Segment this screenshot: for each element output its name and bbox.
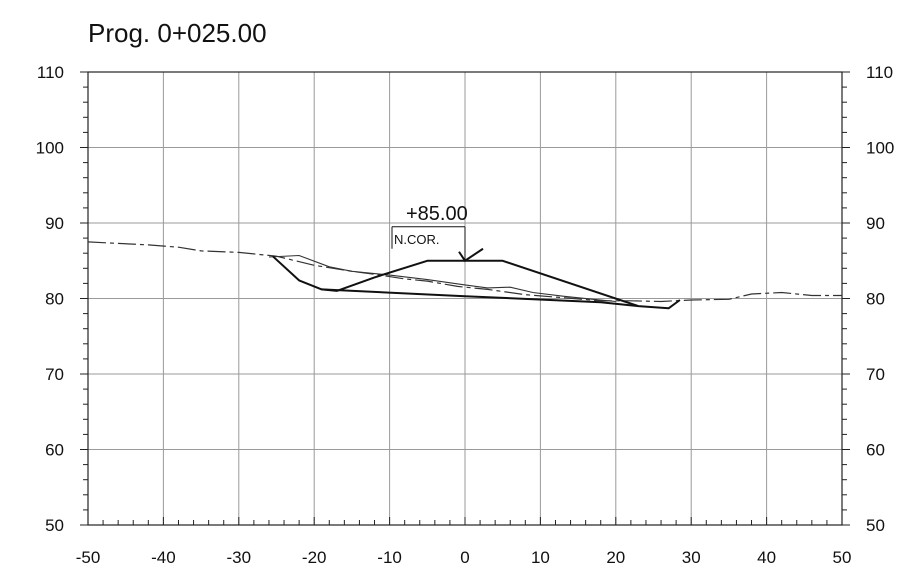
profile-line-thick <box>321 288 639 308</box>
n-cor-label: N.COR. <box>394 232 440 247</box>
y-tick-labels-right: 50 60 70 80 90 100 110 <box>866 63 894 535</box>
x-tick-label: 0 <box>460 548 469 567</box>
x-tick-label: -50 <box>76 548 101 567</box>
grid <box>87 71 843 526</box>
y-tick-label: 80 <box>45 290 64 309</box>
y-tick-labels-left: 50 60 70 80 90 100 110 <box>36 63 64 535</box>
x-tick-labels: -50 -40 -30 -20 -10 0 10 20 30 40 50 <box>76 548 852 567</box>
y-tick-label: 110 <box>37 63 64 82</box>
y-tick-label-right: 100 <box>866 139 894 158</box>
y-tick-label-right: 80 <box>866 290 885 309</box>
y-tick-label: 100 <box>36 139 64 158</box>
profile-line-dashed <box>87 241 842 303</box>
level-annotation: +85.00 N.COR. <box>391 203 484 263</box>
profile-lines <box>87 241 842 310</box>
y-tick-label: 90 <box>45 214 64 233</box>
x-tick-label: 10 <box>531 548 550 567</box>
x-tick-label: 30 <box>682 548 701 567</box>
y-tick-label-right: 90 <box>866 214 885 233</box>
y-tick-label: 70 <box>45 365 64 384</box>
x-tick-label: 50 <box>833 548 852 567</box>
x-tick-label: -20 <box>302 548 327 567</box>
x-tick-label: 20 <box>606 548 625 567</box>
x-tick-label: -40 <box>151 548 176 567</box>
y-tick-label-right: 50 <box>866 516 885 535</box>
x-tick-label: -10 <box>377 548 402 567</box>
level-marker-icon <box>458 247 484 263</box>
profile-line-thin <box>268 254 616 303</box>
chart-title: Prog. 0+025.00 <box>88 18 267 48</box>
y-tick-label: 60 <box>45 441 64 460</box>
y-tick-label-right: 70 <box>866 365 885 384</box>
x-tick-label: 40 <box>757 548 776 567</box>
y-tick-label-right: 60 <box>866 441 885 460</box>
y-tick-label-right: 110 <box>866 63 893 82</box>
profile-line-thick <box>272 255 681 310</box>
elevation-label: +85.00 <box>406 203 468 225</box>
y-tick-label: 50 <box>45 516 64 535</box>
x-tick-label: -30 <box>227 548 252 567</box>
tick-marks <box>80 71 850 526</box>
plot-frame <box>87 71 843 526</box>
